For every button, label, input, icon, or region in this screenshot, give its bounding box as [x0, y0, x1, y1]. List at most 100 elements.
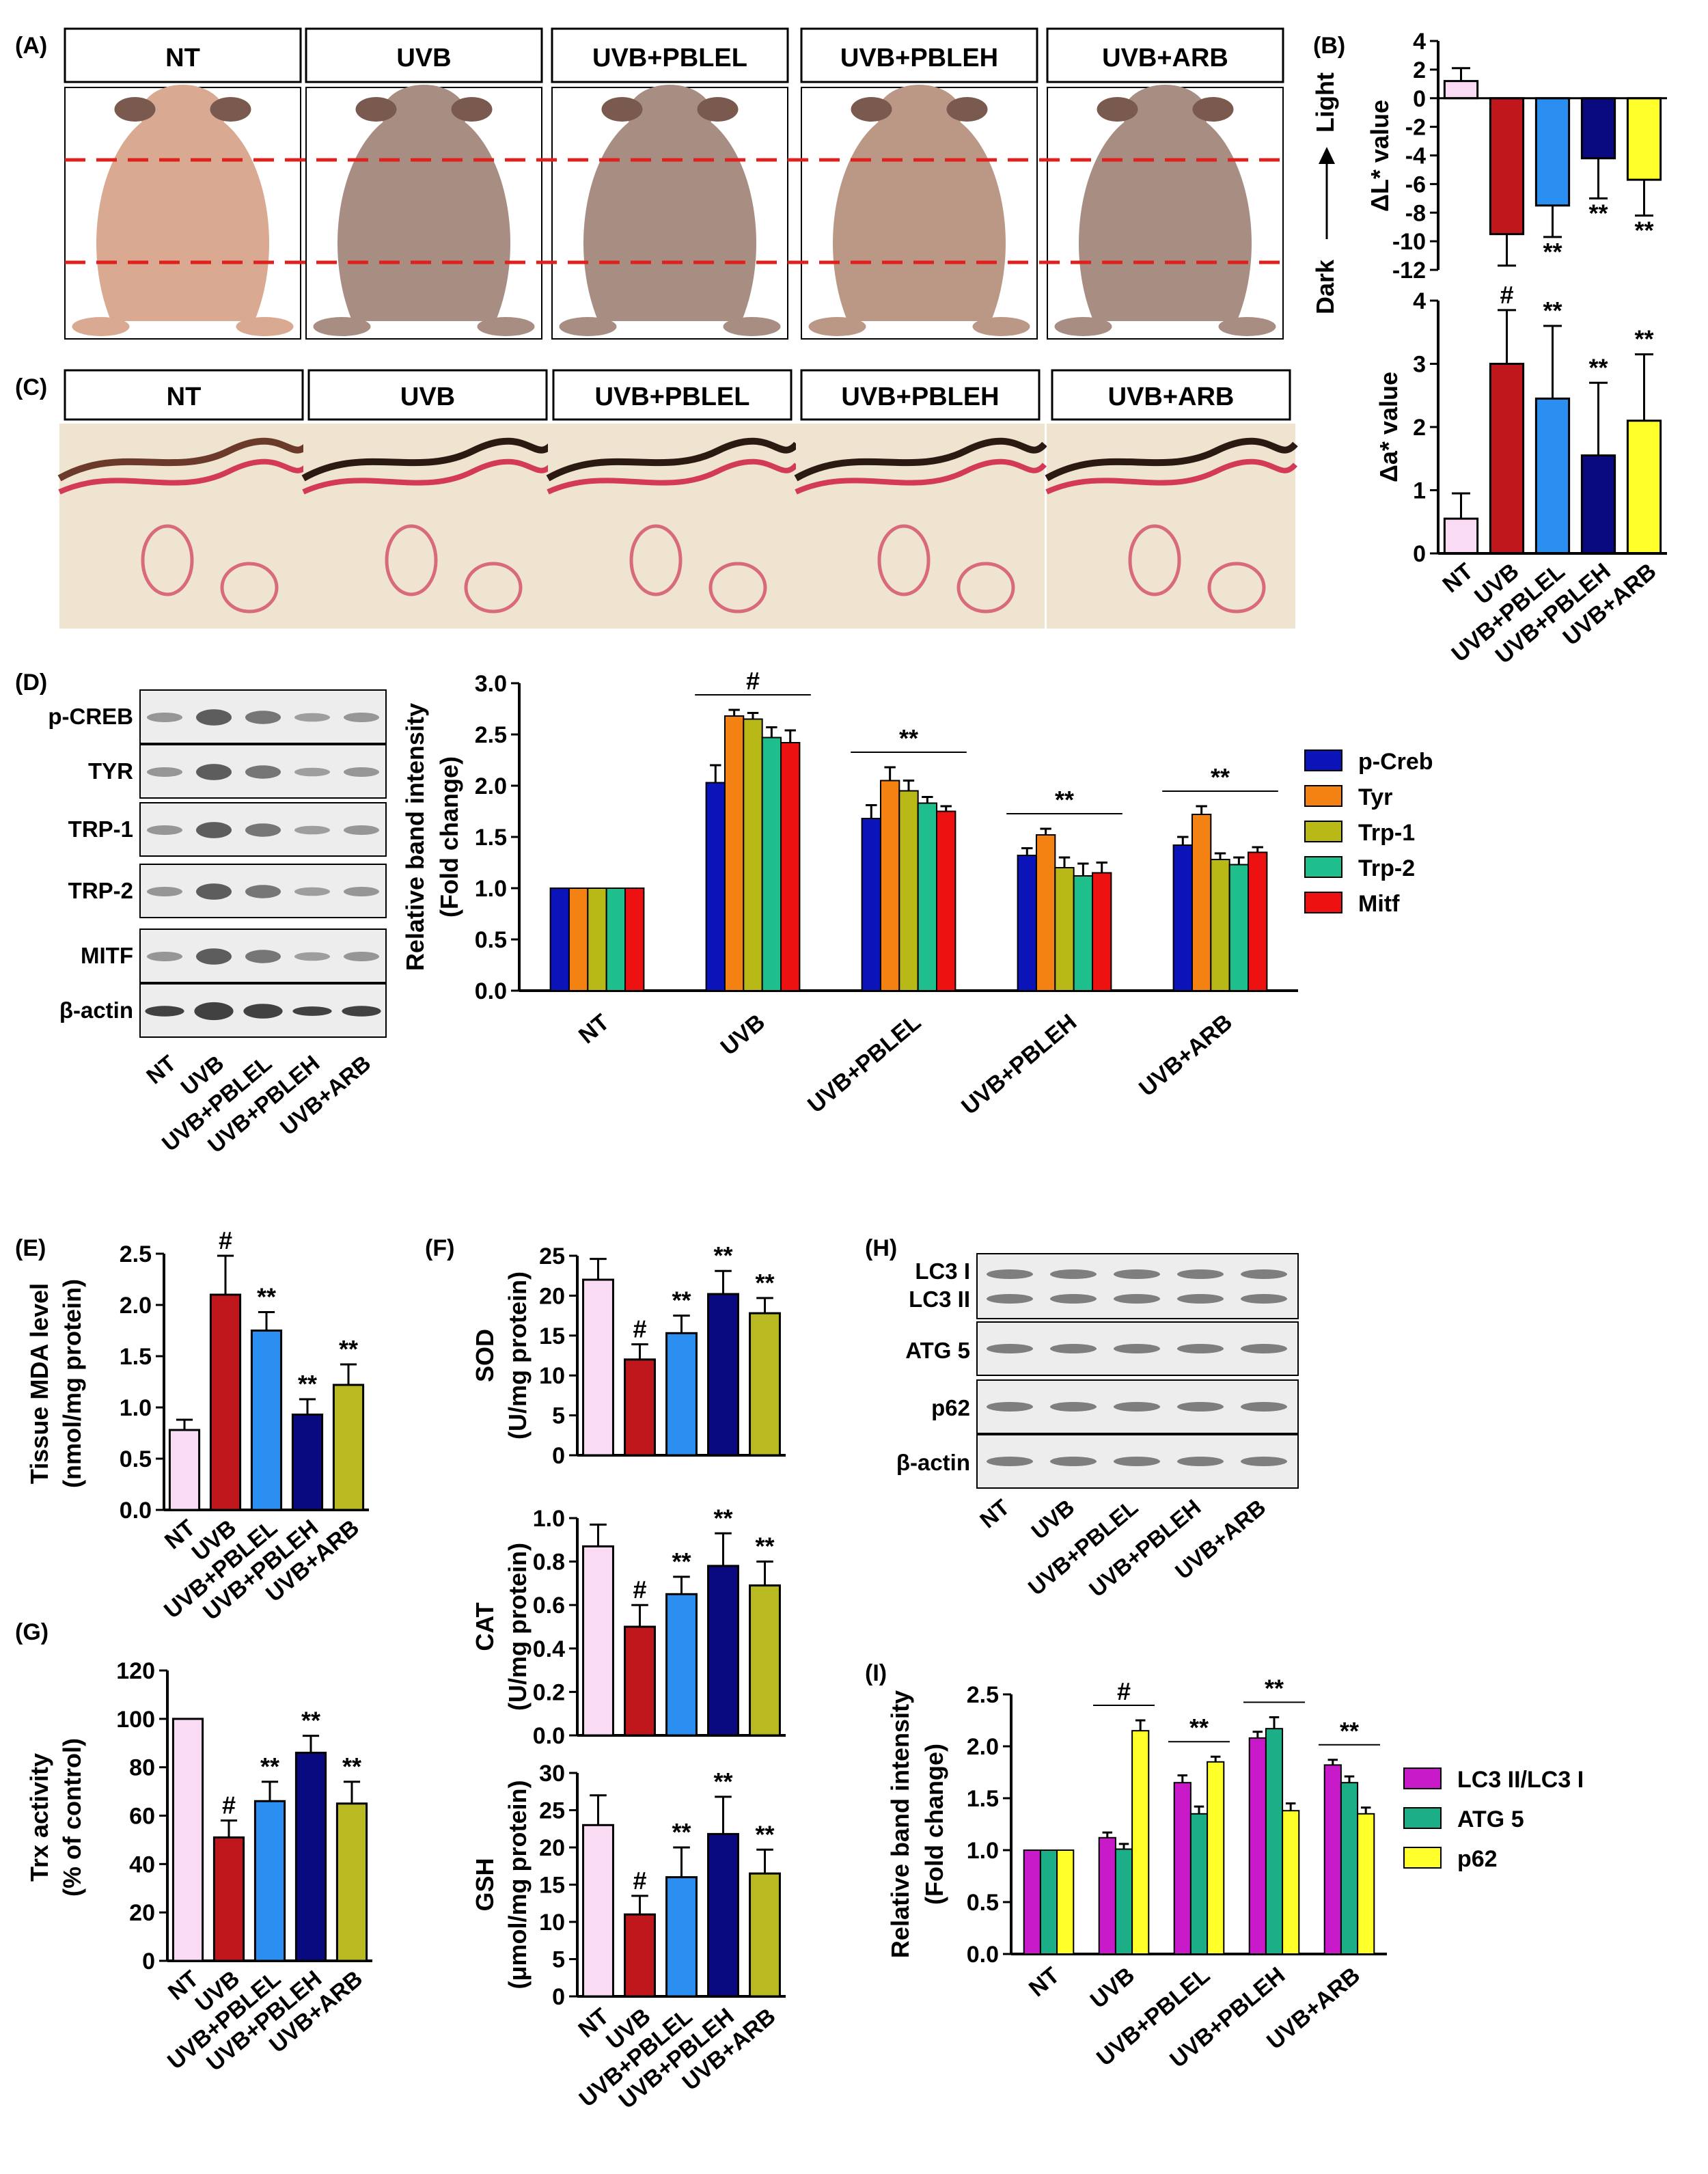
blot-band-image — [147, 952, 182, 961]
follicle-image — [629, 524, 683, 596]
chart-b-top-y-tick-label: 0 — [1413, 86, 1426, 112]
chart-f-gsh-significance-mark: ** — [713, 1767, 732, 1795]
panel-label: (C) — [15, 374, 47, 400]
histology-image — [548, 424, 797, 629]
chart-d-bar — [1191, 814, 1212, 991]
mouse-leg-image — [313, 317, 371, 336]
chart-f-sod-y-tick-label: 15 — [539, 1323, 565, 1349]
chart-i-y-tick-label: 0.5 — [967, 1890, 999, 1916]
blot-band-image — [1114, 1402, 1160, 1412]
chart-f-sod-significance-mark: ** — [672, 1286, 691, 1315]
chart-f-gsh-y-tick-label: 10 — [539, 1910, 565, 1936]
chart-f-cat-bar — [749, 1584, 781, 1737]
chart-i-bar — [1357, 1813, 1375, 1955]
mouse-leg-image — [559, 317, 617, 336]
chart-d-legend-label: Mitf — [1358, 891, 1400, 917]
photo-c-header-box — [552, 369, 793, 421]
blot-h-strip — [976, 1253, 1299, 1319]
chart-f-gsh-significance-mark: ** — [672, 1818, 691, 1846]
photo-c-header-box — [64, 369, 304, 421]
mouse-ear-image — [114, 97, 156, 122]
follicle-image — [385, 524, 438, 596]
chart-b-top-bar — [1534, 97, 1571, 207]
chart-i-legend-label: ATG 5 — [1457, 1806, 1524, 1832]
chart-i-y-tick-label: 2.5 — [967, 1682, 999, 1708]
chart-f-cat-y-tick-label: 0.8 — [533, 1550, 565, 1576]
mouse-leg-image — [72, 317, 130, 336]
chart-e-bar — [209, 1293, 242, 1511]
panel-label: (D) — [15, 670, 47, 696]
histology-image — [303, 424, 552, 629]
chart-i-bar — [1248, 1737, 1267, 1955]
photo-c-header: NT — [167, 383, 202, 411]
panel-label: (I) — [865, 1660, 887, 1686]
chart-b-bottom-y-tick-label: 2 — [1413, 415, 1426, 441]
chart-d-legend-label: Trp-2 — [1358, 855, 1415, 881]
chart-d-y-tick-label: 2.0 — [475, 773, 507, 799]
blot-band-image — [987, 1457, 1033, 1466]
blot-band-image — [292, 1006, 332, 1016]
chart-f-gsh-y-tick-label: 5 — [552, 1947, 565, 1973]
chart-d-legend-label: Tyr — [1358, 784, 1392, 810]
chart-i-y-tick-label: 1.0 — [967, 1838, 999, 1864]
chart-i-legend-label: LC3 II/LC3 I — [1457, 1767, 1584, 1793]
photo-a-header-box — [305, 27, 543, 83]
blot-band-image — [245, 711, 281, 724]
chart-d-significance-mark: ** — [1055, 786, 1074, 814]
chart-g-y-tick-label: 80 — [129, 1755, 155, 1781]
photo-a-header-box — [1046, 27, 1284, 83]
chart-d-bar — [1073, 875, 1094, 991]
mouse-head-image — [1122, 85, 1208, 145]
blot-band-image — [987, 1294, 1033, 1304]
blot-band-image — [1114, 1344, 1160, 1353]
chart-f-cat-y-label-2: (U/mg protein) — [504, 1543, 532, 1711]
mouse-body-image — [583, 120, 756, 321]
chart-d-y-tick-label: 2.5 — [475, 722, 507, 748]
epidermis-line — [794, 437, 1047, 482]
chart-e-bar — [291, 1414, 324, 1511]
chart-d-legend-label: Trp-1 — [1358, 820, 1415, 846]
chart-f-sod-y-label: SOD — [471, 1329, 499, 1382]
blot-band-image — [342, 1006, 381, 1017]
photo-a-header: NT — [165, 44, 200, 72]
chart-d-bar — [1248, 851, 1268, 991]
chart-b-top-significance-mark: ** — [1588, 199, 1608, 227]
chart-d-y-tick-label: 1.5 — [475, 825, 507, 851]
chart-b-bottom-y-tick-label: 1 — [1413, 478, 1426, 504]
chart-i-x-tick-label: UVB — [1086, 1962, 1140, 2013]
chart-d-legend-swatch — [1304, 785, 1342, 807]
chart-d-x-tick-label: UVB+PBLEL — [803, 1009, 926, 1118]
chart-f-sod-y-tick-label: 10 — [539, 1363, 565, 1389]
mouse-leg-image — [1218, 317, 1276, 336]
chart-f-sod-y-tick-label: 20 — [539, 1283, 565, 1309]
chart-d-bar — [743, 718, 763, 991]
chart-e-bar — [332, 1384, 365, 1511]
blot-band-image — [196, 709, 232, 726]
blot-band-image — [243, 1004, 283, 1019]
chart-i-significance-mark: ** — [1265, 1674, 1284, 1702]
chart-i-bar — [1039, 1849, 1058, 1955]
blot-h-x-tick-label: UVB+PBLEL — [1023, 1494, 1143, 1600]
chart-i-y-label-2: (Fold change) — [920, 1744, 948, 1905]
chart-i-bar — [1282, 1810, 1300, 1955]
chart-f-gsh-y-label-2: (μmol/mg protein) — [504, 1780, 532, 1990]
chart-f-cat-significance-mark: ** — [755, 1532, 774, 1560]
panel-label: (A) — [15, 33, 47, 59]
blot-d-x-tick-label: NT — [141, 1050, 180, 1089]
blot-h-row-label: p62 — [931, 1395, 970, 1420]
chart-i-y-label: Relative band intensity — [886, 1690, 914, 1958]
mouse-body-image — [1079, 120, 1252, 321]
chart-d-y-tick-label: 1.0 — [475, 876, 507, 902]
photo-a-header: UVB+ARB — [1102, 44, 1228, 72]
chart-g-bar — [171, 1718, 204, 1962]
chart-g-y-tick-label: 100 — [116, 1707, 155, 1733]
blot-band-image — [294, 767, 330, 777]
chart-i-y-tick-label: 1.5 — [967, 1786, 999, 1812]
follicle-image — [708, 562, 767, 614]
blot-band-image — [245, 885, 281, 898]
chart-b-bottom-y-tick-label: 4 — [1413, 288, 1426, 314]
chart-d-significance-mark: ** — [899, 724, 918, 752]
follicle-image — [1128, 524, 1181, 596]
chart-g-y-tick-label: 120 — [116, 1658, 155, 1684]
chart-f-cat-bar — [707, 1565, 739, 1737]
